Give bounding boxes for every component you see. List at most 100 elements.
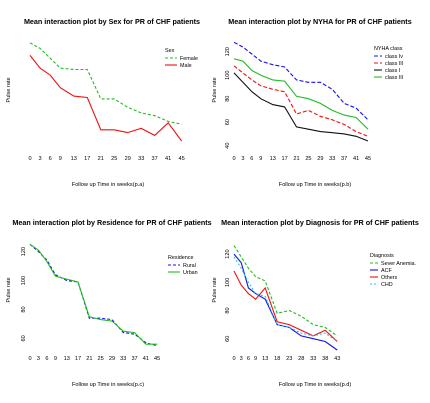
- legend-label: Female: [180, 56, 198, 62]
- x-tick-label: 3: [39, 156, 42, 162]
- x-tick-label: 17: [75, 356, 81, 362]
- series-line-others: [233, 270, 338, 342]
- x-tick-label: 21: [86, 356, 92, 362]
- x-tick-label: 13: [262, 356, 268, 362]
- x-tick-label: 13: [270, 156, 276, 162]
- series-line-rural: [29, 243, 158, 347]
- series-line-urban: [29, 243, 158, 345]
- x-tick-label: 33: [120, 356, 126, 362]
- y-tick-label: 100: [225, 71, 231, 80]
- chart-title: Mean interaction plot by Diagnosis for P…: [221, 218, 419, 227]
- x-tick-label: 33: [138, 156, 144, 162]
- legend-label: class I: [385, 68, 400, 74]
- x-tick-label: 38: [322, 356, 328, 362]
- x-tick-label: 33: [329, 156, 335, 162]
- y-axis-label: Pulse rate: [6, 277, 12, 302]
- x-tick-label: 13: [64, 356, 70, 362]
- x-tick-label: 21: [293, 156, 299, 162]
- x-tick-label: 9: [59, 156, 62, 162]
- panel-sex: Mean interaction plot by Sex for PR of C…: [6, 17, 200, 188]
- legend-label: class III: [385, 61, 403, 67]
- x-axis-label: Follow up Time in weeks(p.b): [279, 182, 352, 188]
- x-tick-label: 28: [298, 356, 304, 362]
- x-tick-label: 37: [152, 156, 158, 162]
- x-tick-label: 9: [259, 156, 262, 162]
- x-tick-label: 0: [232, 356, 235, 362]
- x-tick-label: 3: [241, 156, 244, 162]
- plot-area: 0 3 6 9 13 17 21 25 29 33 37 41 45: [28, 42, 185, 162]
- plot-area: 60 80 100 120 0 3 6 9 13 17 21 25 29 33 37 41 45: [21, 243, 160, 362]
- panel-residence: Mean interaction plot by Residence for P…: [6, 218, 212, 388]
- x-tick-label: 25: [111, 156, 117, 162]
- legend-title: Sex: [165, 48, 175, 54]
- x-tick-label: 45: [365, 156, 371, 162]
- x-tick-label: 41: [165, 156, 171, 162]
- x-tick-label: 21: [98, 156, 104, 162]
- plot-area: 60 80 100 120 0 3 6 9 13 18 23 28 33 38 43: [225, 245, 340, 362]
- x-tick-label: 37: [131, 356, 137, 362]
- y-axis-label: Pulse rate: [6, 77, 12, 102]
- x-tick-label: 6: [45, 356, 48, 362]
- y-tick-label: 40: [225, 143, 231, 149]
- legend-label: Sever Anemia.: [381, 261, 416, 267]
- x-tick-label: 41: [353, 156, 359, 162]
- chart-title: Mean interaction plot by Sex for PR of C…: [24, 17, 200, 26]
- y-tick-label: 80: [225, 307, 231, 313]
- x-tick-label: 0: [232, 156, 235, 162]
- x-tick-label: 17: [84, 156, 90, 162]
- legend-label: Others: [381, 275, 397, 281]
- x-tick-label: 29: [125, 156, 131, 162]
- series-line-class-iii: [233, 65, 369, 137]
- series-line-chd: [233, 256, 338, 342]
- legend-label: class Iv: [385, 54, 403, 60]
- x-tick-label: 3: [37, 356, 40, 362]
- x-tick-label: 0: [28, 156, 31, 162]
- x-tick-label: 45: [179, 156, 185, 162]
- series-line-class-i: [233, 72, 369, 142]
- x-tick-label: 37: [341, 156, 347, 162]
- y-tick-label: 60: [225, 119, 231, 125]
- chart-title: Mean interaction plot by Residence for P…: [12, 218, 211, 227]
- x-tick-label: 33: [310, 356, 316, 362]
- legend-label: Rural: [183, 263, 196, 269]
- x-axis-label: Follow up Time in weeks(p.c): [72, 382, 144, 388]
- legend-label: Urban: [183, 270, 198, 276]
- y-tick-label: 80: [21, 306, 27, 312]
- x-axis-label: Follow up Time in weeks(p.a): [72, 182, 145, 188]
- x-tick-label: 6: [49, 156, 52, 162]
- y-tick-label: 80: [225, 96, 231, 102]
- x-tick-label: 29: [109, 356, 115, 362]
- x-tick-label: 18: [274, 356, 280, 362]
- legend-title: Residence: [168, 255, 193, 261]
- x-tick-label: 0: [28, 356, 31, 362]
- legend-label: ACF: [381, 268, 392, 274]
- y-tick-label: 100: [225, 278, 231, 287]
- panel-nyha: Mean interaction plot by NYHA for PR of …: [212, 17, 412, 188]
- legend-label: Male: [180, 63, 192, 69]
- x-tick-label: 23: [286, 356, 292, 362]
- series-line-class-iii: [233, 58, 369, 130]
- y-tick-label: 120: [225, 47, 231, 56]
- x-tick-label: 25: [305, 156, 311, 162]
- y-tick-label: 60: [225, 336, 231, 342]
- panel-diagnosis: Mean interaction plot by Diagnosis for P…: [212, 218, 419, 388]
- legend-title: Diagnosis: [370, 253, 394, 259]
- plot-area: 40 60 80 100 120 0 3 6 9 13 17 21 25 29 33 37 41 45: [225, 41, 371, 162]
- legend-label: CHD: [381, 282, 393, 288]
- series-line-male: [29, 55, 183, 142]
- legend-title: NYHA class: [374, 46, 403, 52]
- y-tick-label: 120: [21, 247, 27, 256]
- legend-label: class III: [385, 75, 403, 81]
- x-tick-label: 17: [282, 156, 288, 162]
- x-tick-label: 45: [154, 356, 160, 362]
- series-line-female: [29, 42, 182, 125]
- x-tick-label: 43: [334, 356, 340, 362]
- x-tick-label: 3: [240, 356, 243, 362]
- x-tick-label: 41: [143, 356, 149, 362]
- x-tick-label: 25: [98, 356, 104, 362]
- series-line-class-iv: [233, 41, 369, 121]
- chart-title: Mean interaction plot by NYHA for PR of …: [228, 17, 411, 26]
